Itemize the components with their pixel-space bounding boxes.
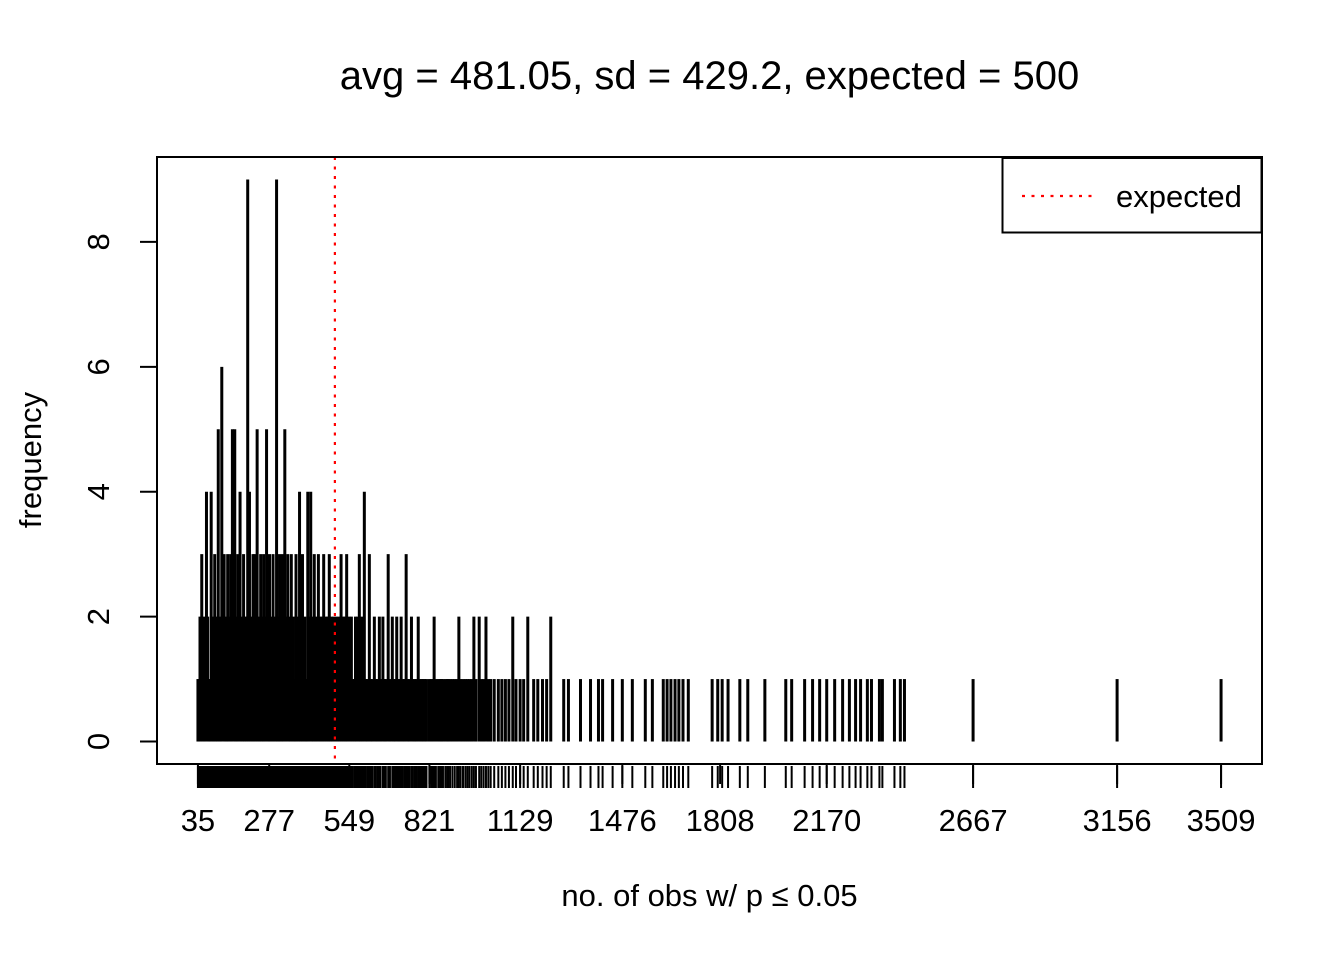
x-tick-label: 3156 [1083, 803, 1152, 838]
y-tick-label: 2 [81, 608, 116, 625]
x-tick-label: 549 [323, 803, 375, 838]
x-axis-title: no. of obs w/ p ≤ 0.05 [561, 878, 857, 913]
x-tick-label: 2667 [939, 803, 1008, 838]
rug-marks [196, 766, 1223, 788]
chart-title: avg = 481.05, sd = 429.2, expected = 500 [340, 54, 1079, 98]
y-tick-label: 0 [81, 733, 116, 750]
x-tick-label: 277 [243, 803, 295, 838]
x-tick-label: 1808 [686, 803, 755, 838]
legend: expected [1001, 157, 1263, 234]
y-tick-label: 4 [81, 483, 116, 500]
plot-border-box [156, 156, 1263, 765]
x-tick-label: 35 [181, 803, 215, 838]
y-axis: 0 2 4 6 8 [81, 233, 157, 750]
x-tick-label: 1129 [487, 803, 554, 838]
x-tick-label: 1476 [588, 803, 657, 838]
legend-box [1001, 157, 1263, 234]
x-tick-label: 3509 [1187, 803, 1256, 838]
x-tick-label: 821 [404, 803, 456, 838]
y-tick-label: 6 [81, 358, 116, 375]
y-tick-label: 8 [81, 233, 116, 250]
x-axis: 35 277 549 821 1129 1476 1808 2170 2667 3156 3509 [181, 764, 1256, 838]
x-tick-label: 2170 [792, 803, 861, 838]
y-axis-title: frequency [13, 391, 48, 528]
spikes-series [196, 179, 1223, 742]
legend-entry-label: expected [1116, 179, 1242, 214]
